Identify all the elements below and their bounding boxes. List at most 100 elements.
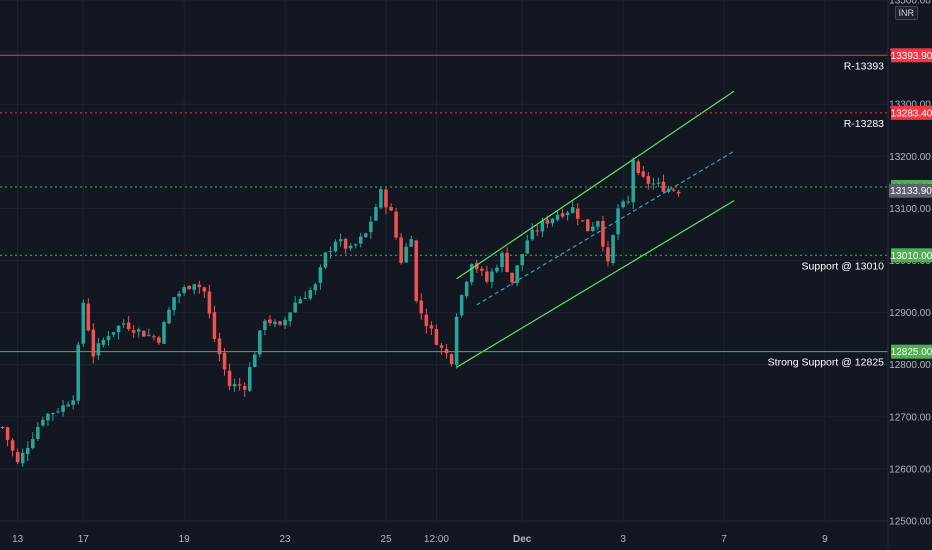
currency-badge[interactable]: INR	[894, 6, 918, 20]
price-tags: 13393.9013283.4013141.1513010.0012825.00…	[889, 48, 932, 359]
candle-body	[308, 290, 313, 299]
candle-body	[621, 201, 625, 208]
x-tick-label: 17	[78, 534, 90, 545]
y-tick-label: 13500.00	[889, 0, 931, 7]
candle-body	[495, 267, 499, 272]
time-axis[interactable]: 13 17 19 23 25 12:00 Dec 3 7 9	[12, 534, 828, 545]
candle-body	[152, 336, 156, 338]
candle-body	[0, 427, 5, 429]
candle-body	[147, 334, 151, 336]
candle-body	[641, 171, 646, 177]
candle-body	[429, 325, 434, 329]
level-price-tag	[891, 344, 932, 359]
candle-body	[258, 330, 262, 355]
candle-body	[86, 303, 91, 331]
candle-body	[646, 176, 651, 184]
candle-body	[661, 181, 666, 192]
y-tick-label: 12700.00	[889, 412, 931, 423]
x-tick-label: 19	[179, 534, 191, 545]
candle-body	[616, 208, 620, 235]
x-tick-label: 23	[280, 534, 292, 545]
candle-body	[591, 226, 595, 231]
candle-body	[353, 244, 358, 246]
candle-body	[535, 230, 540, 232]
candle-body	[636, 161, 641, 173]
candle-body	[651, 183, 656, 185]
candle-body	[142, 330, 146, 337]
candle-body	[454, 316, 459, 365]
candle-body	[449, 354, 454, 365]
candle-body	[399, 237, 403, 263]
candle-body	[464, 281, 469, 297]
candle-body	[212, 312, 217, 340]
candle-body	[126, 322, 131, 330]
candle-body	[197, 284, 202, 288]
candle-body	[560, 213, 565, 217]
candle-body	[459, 294, 464, 316]
level-annotation-label: Support @ 13010	[802, 260, 885, 272]
candle-body	[348, 245, 353, 249]
candle-body	[323, 252, 328, 268]
candle-body	[217, 338, 222, 355]
candle-body	[167, 309, 171, 324]
candle-body	[41, 419, 45, 426]
candle-body	[162, 322, 166, 344]
candle-body	[157, 337, 161, 343]
candle-body	[222, 352, 227, 370]
candle-body	[278, 321, 282, 325]
candle-body	[364, 233, 368, 237]
level-price-tag-text: 13010.00	[891, 251, 932, 262]
candle-body	[172, 297, 176, 310]
candle-body	[303, 297, 308, 299]
candle-body	[555, 214, 560, 220]
candle-body	[288, 312, 292, 322]
candle-body	[31, 439, 35, 449]
candle-body	[5, 427, 10, 440]
candle-body	[313, 284, 318, 291]
candle-body	[71, 400, 75, 405]
level-price-tag-text: 13393.90	[891, 51, 932, 62]
candle-body	[505, 252, 509, 273]
candle-body	[540, 220, 545, 232]
channel-lower-line	[456, 200, 735, 368]
candle-body	[36, 426, 40, 439]
candle-body	[606, 247, 610, 262]
candle-body	[666, 188, 671, 193]
x-tick-label: Dec	[513, 534, 532, 545]
candle-body	[91, 329, 96, 357]
candle-body	[525, 240, 530, 254]
candle-body	[253, 354, 257, 368]
candle-body	[419, 300, 424, 314]
candle-body	[338, 239, 343, 242]
candle-body	[20, 452, 25, 464]
candle-body	[106, 336, 111, 341]
candle-body	[500, 252, 504, 268]
candle-body	[671, 189, 676, 191]
candle-body	[268, 319, 272, 324]
y-tick-label: 12800.00	[889, 360, 931, 371]
candle-body	[76, 344, 80, 401]
y-tick-label: 13200.00	[889, 152, 931, 163]
candle-body	[586, 219, 590, 232]
candle-body	[358, 236, 363, 244]
candle-body	[298, 299, 302, 304]
candle-body	[469, 264, 474, 283]
candle-body	[61, 405, 65, 412]
x-tick-label: 25	[380, 534, 392, 545]
candle-body	[389, 207, 393, 211]
last-price-tag	[889, 183, 932, 198]
candle-body	[394, 211, 398, 238]
candle-body	[318, 267, 323, 283]
level-price-tag-text: 13283.40	[891, 108, 932, 119]
candle-body	[227, 370, 232, 387]
candle-body	[611, 235, 615, 264]
x-tick-label: 9	[822, 534, 828, 545]
level-price-tag-text: 12825.00	[891, 347, 932, 358]
candle-body	[404, 246, 408, 263]
candle-body	[242, 385, 247, 390]
price-axis[interactable]: 12500.00 12600.00 12700.00 12800.00 12900.00…	[889, 0, 931, 528]
candle-body	[333, 241, 338, 252]
candle-body	[444, 348, 449, 354]
candle-body	[369, 221, 373, 233]
